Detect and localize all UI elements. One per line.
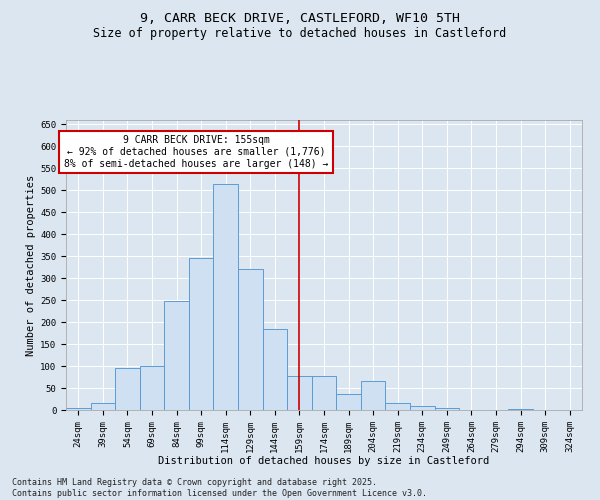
Bar: [140, 366, 164, 410]
Bar: [385, 402, 410, 410]
X-axis label: Distribution of detached houses by size in Castleford: Distribution of detached houses by size …: [158, 456, 490, 466]
Bar: [361, 382, 385, 410]
Text: 9 CARR BECK DRIVE: 155sqm
← 92% of detached houses are smaller (1,776)
8% of sem: 9 CARR BECK DRIVE: 155sqm ← 92% of detac…: [64, 136, 328, 168]
Bar: [434, 408, 459, 410]
Bar: [336, 394, 361, 410]
Bar: [189, 258, 214, 410]
Bar: [91, 402, 115, 410]
Bar: [164, 301, 189, 410]
Bar: [410, 406, 434, 410]
Bar: [312, 376, 336, 410]
Bar: [115, 368, 140, 410]
Bar: [238, 270, 263, 410]
Bar: [508, 408, 533, 410]
Bar: [214, 184, 238, 410]
Text: Contains HM Land Registry data © Crown copyright and database right 2025.
Contai: Contains HM Land Registry data © Crown c…: [12, 478, 427, 498]
Y-axis label: Number of detached properties: Number of detached properties: [26, 174, 36, 356]
Bar: [263, 328, 287, 410]
Bar: [287, 376, 312, 410]
Bar: [66, 408, 91, 410]
Text: 9, CARR BECK DRIVE, CASTLEFORD, WF10 5TH: 9, CARR BECK DRIVE, CASTLEFORD, WF10 5TH: [140, 12, 460, 26]
Text: Size of property relative to detached houses in Castleford: Size of property relative to detached ho…: [94, 28, 506, 40]
